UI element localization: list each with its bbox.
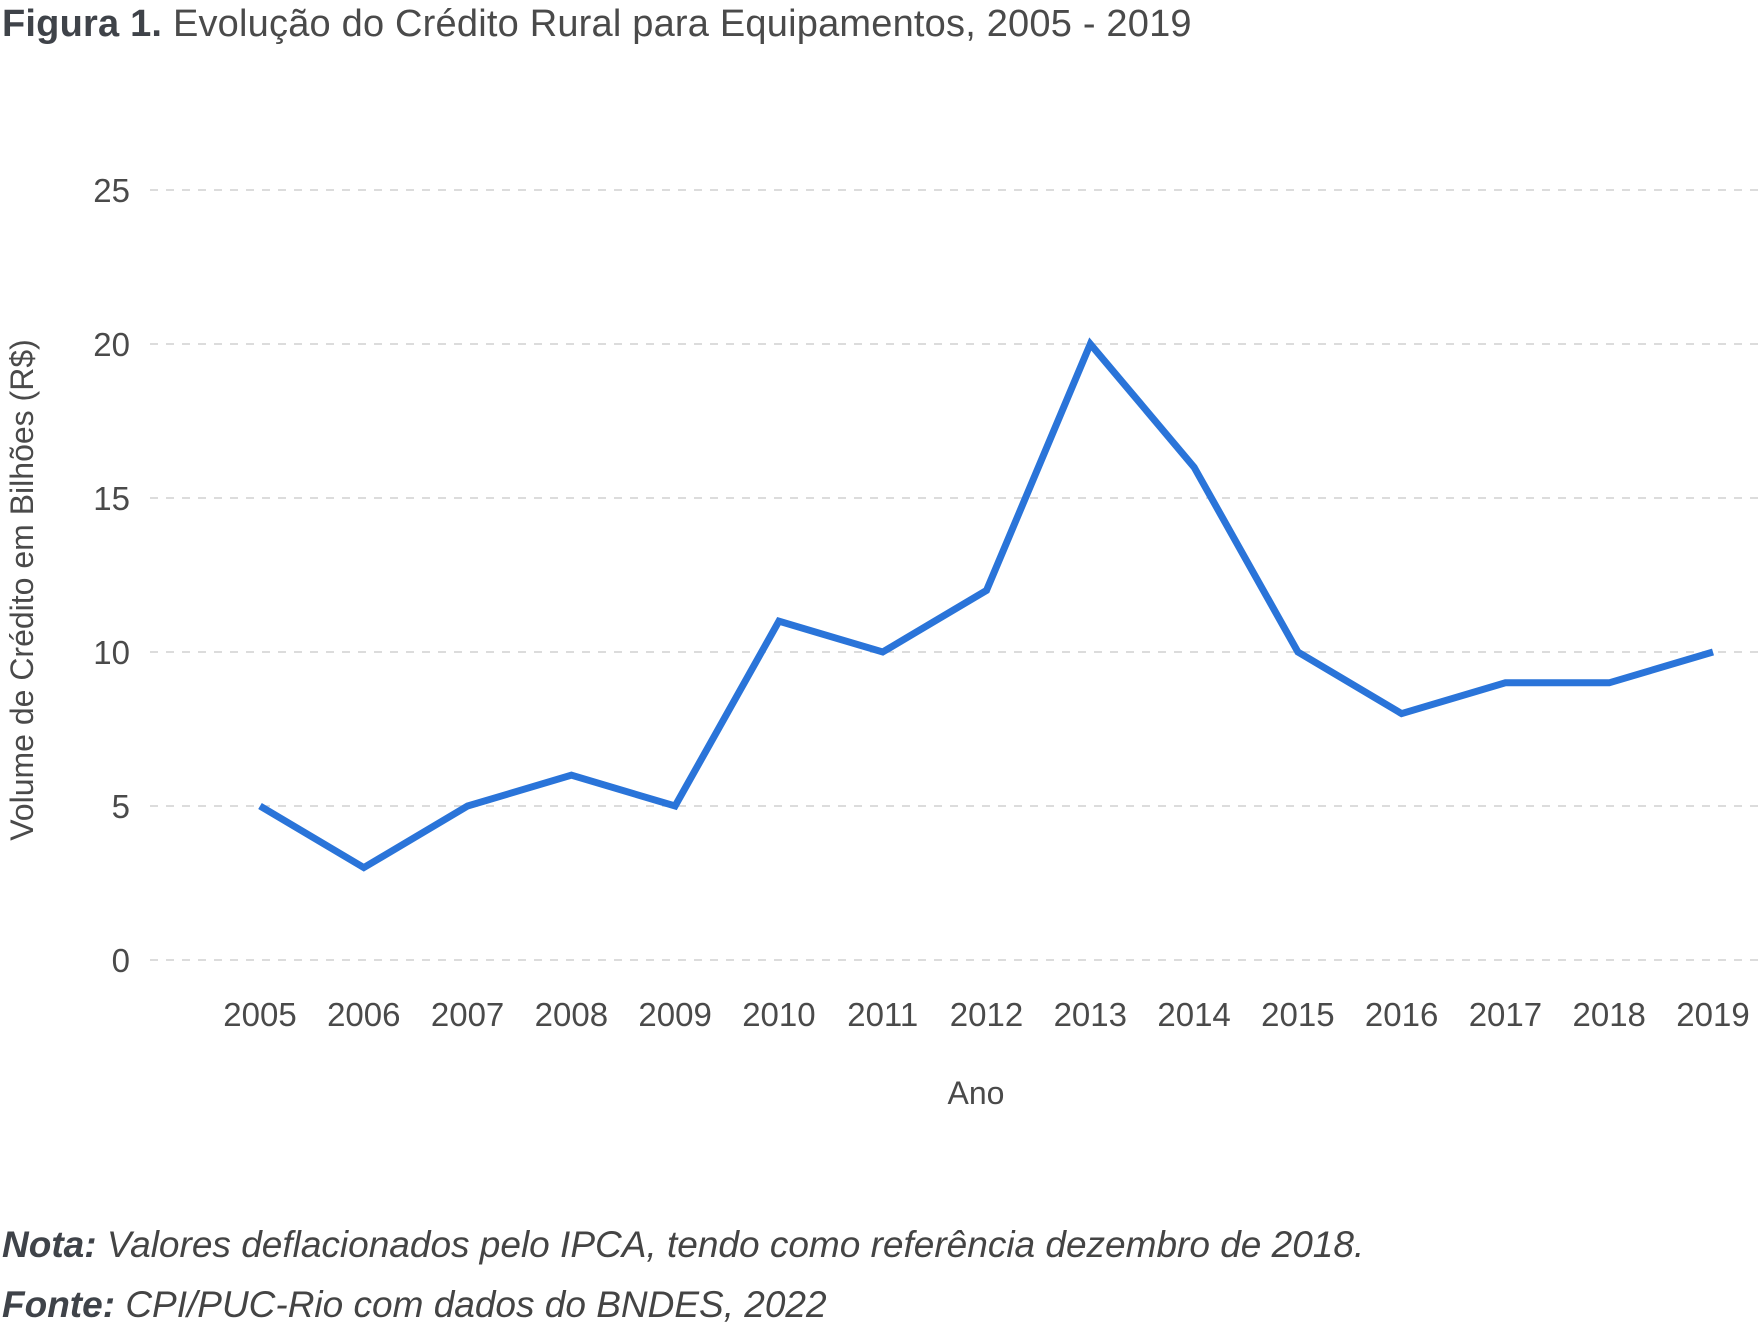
x-tick-label: 2007	[431, 996, 504, 1033]
x-tick-label: 2006	[327, 996, 400, 1033]
y-tick-label: 0	[112, 942, 130, 979]
x-tick-label: 2012	[950, 996, 1023, 1033]
y-axis-title: Volume de Crédito em Bilhões (R$)	[4, 339, 40, 841]
series-layer	[258, 337, 1714, 872]
x-tick-label: 2018	[1573, 996, 1646, 1033]
notes: Nota: Valores deflacionados pelo IPCA, t…	[2, 1215, 1364, 1335]
y-axis-ticks: 0 5 10 15 20 25	[93, 172, 130, 979]
source-label: Fonte:	[2, 1284, 116, 1325]
x-tick-label: 2005	[223, 996, 296, 1033]
x-axis-ticks: 2005 2006 2007 2008 2009 2010 2011 2012 2013 2014…	[223, 996, 1749, 1033]
x-tick-label: 2010	[742, 996, 815, 1033]
source-text: CPI/PUC-Rio com dados do BNDES, 2022	[125, 1284, 827, 1325]
x-tick-label: 2013	[1054, 996, 1127, 1033]
y-tick-label: 15	[93, 480, 130, 517]
source-line: Fonte: CPI/PUC-Rio com dados do BNDES, 2…	[2, 1275, 1364, 1335]
figure-title-label: Figura 1.	[2, 3, 163, 45]
x-tick-label: 2019	[1676, 996, 1749, 1033]
note-text: Valores deflacionados pelo IPCA, tendo c…	[106, 1224, 1365, 1265]
y-tick-label: 5	[112, 788, 130, 825]
x-tick-label: 2011	[847, 996, 918, 1033]
x-tick-label: 2017	[1469, 996, 1542, 1033]
note-label: Nota:	[2, 1224, 97, 1265]
y-tick-label: 10	[93, 634, 130, 671]
x-tick-label: 2009	[638, 996, 711, 1033]
x-tick-label: 2016	[1365, 996, 1438, 1033]
y-tick-label: 25	[93, 172, 130, 209]
figure-title: Figura 1. Evolução do Crédito Rural para…	[2, 0, 1192, 48]
x-tick-label: 2008	[535, 996, 608, 1033]
figure-title-text: Evolução do Crédito Rural para Equipamen…	[172, 3, 1192, 45]
x-tick-label: 2015	[1261, 996, 1334, 1033]
x-axis-title: Ano	[948, 1075, 1005, 1111]
gridlines	[150, 189, 1764, 961]
series-line	[258, 337, 1714, 872]
x-tick-label: 2014	[1157, 996, 1230, 1033]
y-tick-label: 20	[93, 326, 130, 363]
note-line: Nota: Valores deflacionados pelo IPCA, t…	[2, 1215, 1364, 1275]
